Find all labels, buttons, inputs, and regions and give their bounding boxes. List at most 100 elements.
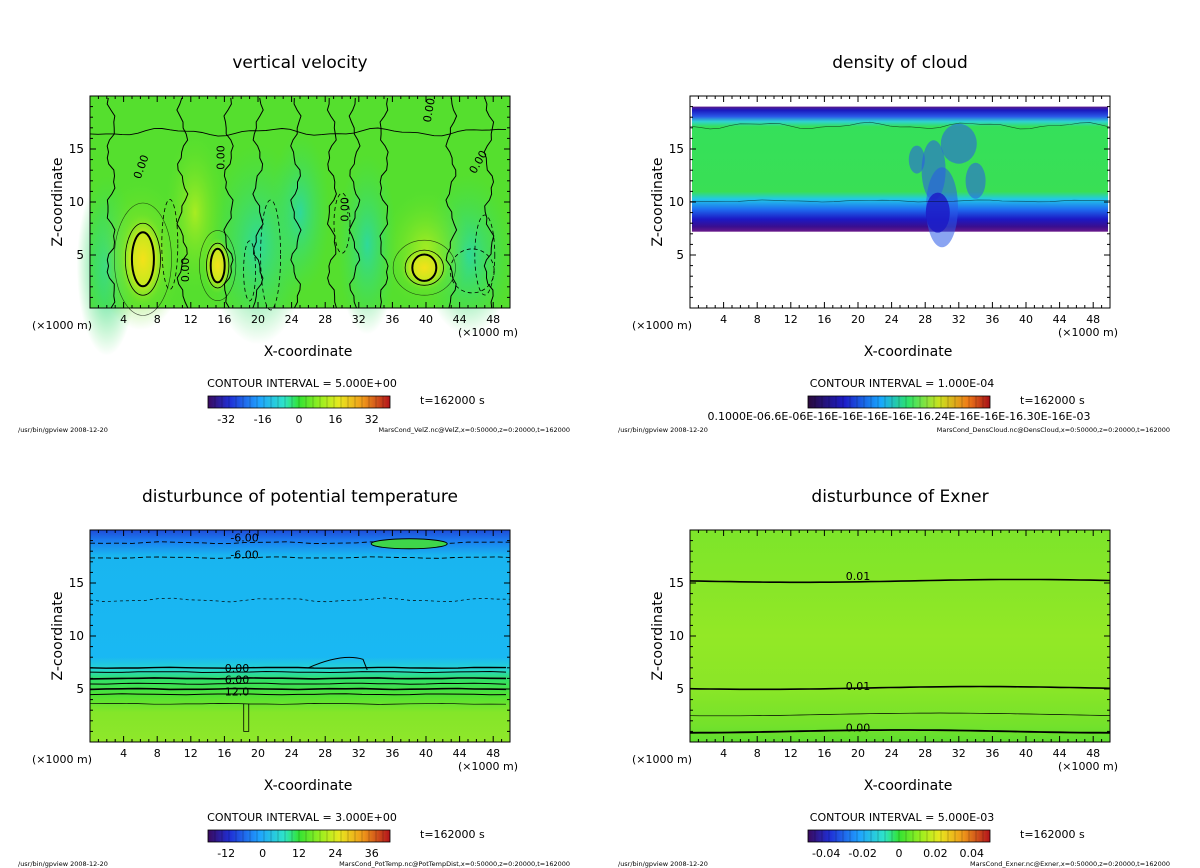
y-axis-label: Z-coordinate xyxy=(650,157,666,246)
zero-contour xyxy=(106,97,116,309)
x-unit-left: (×1000 m) xyxy=(632,753,692,766)
contour-line xyxy=(199,230,237,301)
contour-label: 0.01 xyxy=(846,570,871,583)
colorbar-tick-label: 12 xyxy=(292,847,306,860)
cloud-base-contour xyxy=(689,199,1110,203)
colorbar-tick-label: 36 xyxy=(365,847,379,860)
footer-left: /usr/bin/gpview 2008-12-20 xyxy=(18,860,108,868)
colorbar-tick-label: 0 xyxy=(259,847,266,860)
plot-title: disturbunce of Exner xyxy=(811,487,988,507)
x-unit-left: (×1000 m) xyxy=(632,319,692,332)
footer-left: /usr/bin/gpview 2008-12-20 xyxy=(18,426,108,434)
x-tick-label: 12 xyxy=(784,313,798,326)
x-tick-label: 8 xyxy=(754,747,761,760)
contour-line xyxy=(689,712,1111,717)
y-tick-label: 10 xyxy=(69,195,84,209)
x-tick-label: 12 xyxy=(184,313,198,326)
y-tick-label: 5 xyxy=(76,248,84,262)
contour-line xyxy=(89,670,507,674)
x-unit-left: (×1000 m) xyxy=(32,753,92,766)
y-axis-label: Z-coordinate xyxy=(50,157,66,246)
footer-right: MarsCond_Exner.nc@Exner,x=0:50000,z=0:20… xyxy=(970,860,1170,868)
x-tick-label: 24 xyxy=(285,313,299,326)
x-tick-label: 36 xyxy=(385,747,399,760)
contour-label: 12.0 xyxy=(225,685,250,698)
field-background xyxy=(90,530,510,742)
negative-contour xyxy=(89,541,511,545)
x-tick-label: 32 xyxy=(952,747,966,760)
y-tick-label: 10 xyxy=(669,195,684,209)
footer-right: MarsCond_PotTemp.nc@PotTempDist,x=0:5000… xyxy=(339,860,570,868)
x-tick-label: 40 xyxy=(1019,313,1033,326)
zero-contour xyxy=(483,97,495,309)
x-tick-label: 44 xyxy=(453,747,467,760)
colorbar xyxy=(807,395,991,409)
contour-label: 0.00 xyxy=(421,97,438,123)
x-tick-label: 36 xyxy=(985,313,999,326)
x-tick-label: 32 xyxy=(352,313,366,326)
contour-line xyxy=(689,685,1111,691)
colorbar-tick-label: 0.04 xyxy=(960,847,985,860)
contour-label: 0.00 xyxy=(339,197,352,222)
x-tick-label: 32 xyxy=(952,313,966,326)
x-tick-label: 48 xyxy=(486,313,500,326)
contour-line xyxy=(308,656,368,671)
cloud-layer xyxy=(692,106,1108,232)
x-tick-label: 8 xyxy=(154,313,161,326)
cloud-plume xyxy=(965,162,986,199)
cloud-plume xyxy=(908,145,925,174)
x-tick-label: 20 xyxy=(851,747,865,760)
x-tick-label: 24 xyxy=(285,747,299,760)
y-tick-label: 5 xyxy=(676,248,684,262)
contour-line xyxy=(206,242,230,289)
zero-contour xyxy=(176,97,189,309)
negative-contour xyxy=(260,199,282,311)
plot-field-exner xyxy=(689,530,1111,742)
time-label: t=162000 s xyxy=(420,828,485,841)
time-label: t=162000 s xyxy=(420,394,485,407)
footer-left: /usr/bin/gpview 2008-12-20 xyxy=(618,860,708,868)
zero-contour xyxy=(223,97,234,309)
contour-line xyxy=(130,231,155,288)
contour-line xyxy=(89,693,507,696)
colorbar xyxy=(207,395,391,409)
field-core xyxy=(400,245,449,290)
y-tick-label: 10 xyxy=(669,629,684,643)
colorbar-tick-label: 0 xyxy=(896,847,903,860)
contour-interval-label: CONTOUR INTERVAL = 5.000E-03 xyxy=(810,811,994,824)
y-tick-label: 10 xyxy=(69,629,84,643)
x-tick-label: 44 xyxy=(1053,313,1067,326)
contour-line xyxy=(209,247,226,284)
colorbar-tick-label: 0 xyxy=(296,413,303,426)
x-tick-label: 48 xyxy=(486,747,500,760)
contour-label: -6.00 xyxy=(230,549,258,562)
zero-contour xyxy=(326,97,337,309)
x-tick-label: 8 xyxy=(154,747,161,760)
zero-contour xyxy=(252,97,264,309)
contour-line xyxy=(89,682,507,685)
x-tick-label: 28 xyxy=(318,747,332,760)
colorbar-tick-label: 32 xyxy=(365,413,379,426)
x-tick-label: 4 xyxy=(720,747,727,760)
x-tick-label: 16 xyxy=(817,747,831,760)
colorbar-tick-label: 24 xyxy=(328,847,342,860)
field-core xyxy=(120,214,165,305)
x-unit-right: (×1000 m) xyxy=(458,326,518,339)
colorbar-tick-label: -32 xyxy=(217,413,235,426)
warm-anomaly xyxy=(371,538,448,549)
contour-line xyxy=(114,202,172,316)
colorbar-tick-label: 0.02 xyxy=(923,847,948,860)
y-tick-label: 5 xyxy=(676,682,684,696)
contour-line xyxy=(89,677,507,680)
time-label: t=162000 s xyxy=(1020,828,1085,841)
x-tick-label: 16 xyxy=(817,313,831,326)
zero-contour xyxy=(290,97,302,309)
colorbar xyxy=(807,829,991,843)
x-tick-label: 16 xyxy=(217,747,231,760)
x-axis-label: X-coordinate xyxy=(864,344,953,360)
contour-label: 0.00 xyxy=(214,145,227,170)
x-tick-label: 44 xyxy=(453,313,467,326)
